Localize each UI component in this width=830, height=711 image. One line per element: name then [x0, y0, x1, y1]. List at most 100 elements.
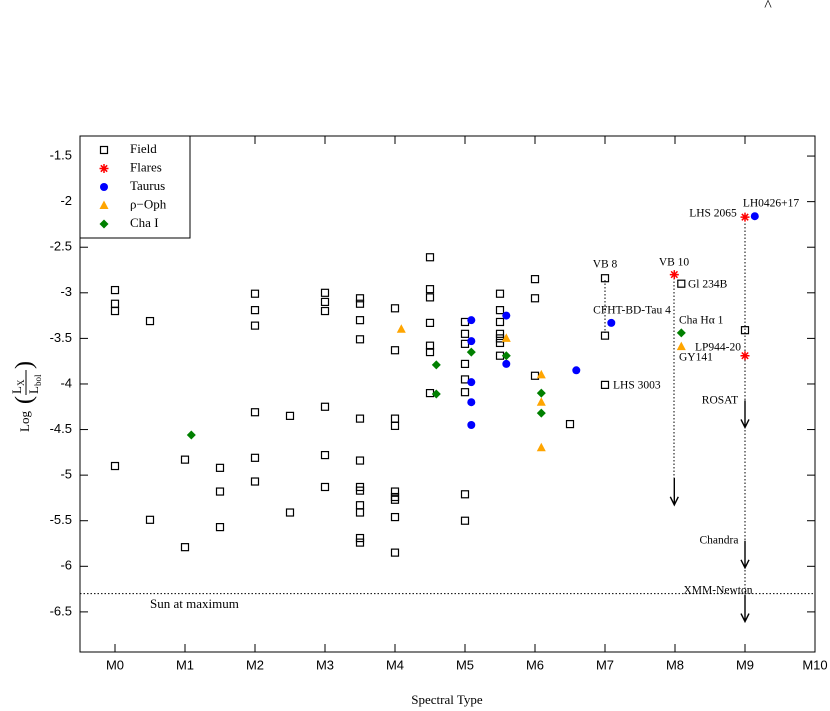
x-tick-label: M4 — [386, 657, 404, 672]
x-axis-label: Spectral Type — [411, 692, 483, 707]
x-tick-label: M1 — [176, 657, 194, 672]
point — [390, 421, 400, 431]
point — [215, 523, 225, 532]
point — [180, 455, 190, 464]
point — [355, 533, 365, 543]
annotation: VB 8 — [593, 259, 618, 271]
point — [425, 341, 435, 350]
annotation: Gl 234B — [688, 279, 728, 291]
annotation: VB 10 — [659, 257, 690, 269]
point — [572, 366, 581, 375]
point — [390, 495, 400, 504]
point — [320, 297, 330, 307]
point — [145, 316, 155, 326]
point — [215, 463, 225, 472]
point — [467, 316, 476, 325]
y-label-num-sub: X — [16, 379, 26, 386]
point — [466, 347, 476, 357]
point — [600, 380, 610, 389]
point — [536, 442, 546, 452]
point — [390, 512, 400, 522]
y-tick-label: -5 — [60, 467, 72, 482]
point — [669, 270, 679, 280]
point — [501, 333, 511, 342]
x-tick-label: M0 — [106, 657, 124, 672]
x-tick-label: M6 — [526, 657, 544, 672]
point — [355, 456, 365, 465]
annotation: Cha Hα 1 — [679, 315, 724, 327]
upper-limit — [740, 540, 750, 570]
y-label-den: L — [26, 386, 41, 394]
legend-label: Field — [130, 141, 157, 156]
x-tick-label: M5 — [456, 657, 474, 672]
point — [495, 317, 505, 327]
upper-limit — [740, 400, 750, 429]
point — [502, 311, 511, 320]
point — [250, 321, 260, 330]
point — [530, 275, 540, 284]
annotation: LHS 3003 — [613, 380, 661, 392]
point — [460, 359, 470, 369]
x-tick-label: M7 — [596, 657, 614, 672]
point — [467, 337, 476, 346]
legend: Field Flares Taurus ρ−Oph Cha I — [79, 135, 191, 239]
point — [495, 289, 505, 298]
y-tick-label: -1.5 — [50, 147, 72, 162]
point — [460, 490, 470, 499]
point — [536, 397, 546, 406]
point — [250, 306, 260, 315]
point — [180, 543, 190, 552]
y-tick-label: -2.5 — [50, 239, 72, 254]
point — [460, 329, 470, 338]
point — [320, 306, 330, 316]
point — [250, 477, 260, 486]
x-tick-label: M10 — [802, 657, 827, 672]
point — [740, 351, 750, 361]
point — [425, 293, 435, 302]
point — [565, 419, 575, 429]
y-label-paren: ) — [12, 361, 38, 369]
y-tick-label: -4 — [60, 375, 72, 390]
legend-marker — [99, 145, 109, 155]
point — [320, 450, 330, 460]
plot-frame — [79, 135, 816, 653]
point — [536, 408, 546, 418]
point — [460, 516, 470, 525]
point — [740, 326, 750, 335]
legend-marker — [100, 183, 108, 191]
y-label-prefix: Log — [17, 411, 32, 432]
y-tick-label: -6.5 — [50, 603, 72, 618]
point — [467, 378, 476, 387]
point — [110, 299, 120, 308]
legend-label: Taurus — [130, 178, 165, 193]
point — [425, 347, 435, 357]
annotation: Chandra — [700, 535, 739, 547]
x-tick-label: M3 — [316, 657, 334, 672]
point — [250, 289, 260, 298]
reference-label: Sun at maximum — [150, 596, 239, 611]
point — [250, 453, 260, 462]
point — [110, 461, 120, 471]
point — [495, 334, 505, 343]
point — [390, 304, 400, 313]
point — [425, 318, 435, 327]
point — [320, 402, 330, 411]
point — [607, 318, 616, 327]
point — [355, 316, 365, 325]
point — [425, 388, 435, 398]
point — [355, 508, 365, 517]
annotation: XMM-Newton — [684, 585, 753, 597]
annotation: ROSAT — [702, 395, 738, 407]
point — [502, 359, 511, 368]
point — [355, 294, 365, 303]
annotation: GY141 — [679, 352, 713, 364]
legend-marker — [99, 219, 109, 229]
point — [355, 486, 365, 495]
x-tick-label: M9 — [736, 657, 754, 672]
point — [390, 414, 400, 423]
point — [495, 338, 505, 348]
point — [600, 274, 610, 283]
y-label-num: L — [9, 386, 24, 394]
y-tick-label: -3.5 — [50, 330, 72, 345]
